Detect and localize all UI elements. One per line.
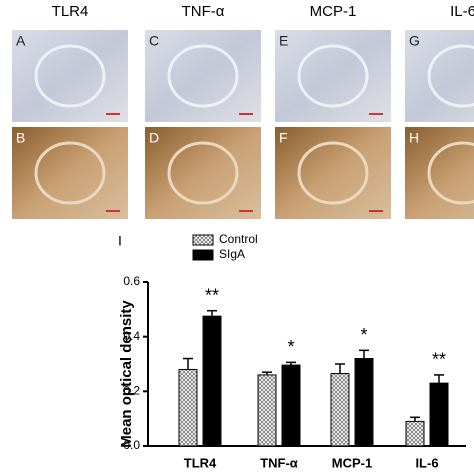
significance: **: [432, 350, 446, 370]
y-axis-label: Mean optical density: [118, 300, 135, 448]
bar: [202, 315, 222, 447]
glomerulus: [167, 141, 239, 205]
bar: [330, 373, 350, 447]
legend-swatch: [192, 249, 214, 261]
column-header: TLR4: [52, 3, 89, 20]
significance: *: [360, 325, 367, 345]
legend-label: SIgA: [219, 247, 245, 261]
column-header: TNF-α: [182, 3, 225, 20]
bar: [354, 358, 374, 447]
significance: *: [287, 337, 294, 357]
x-tick-label: TLR4: [184, 455, 217, 470]
panel-letter: G: [409, 33, 420, 49]
panel-label: I: [118, 233, 122, 249]
column-header: IL-6: [450, 3, 474, 20]
panel-letter: E: [279, 33, 288, 49]
panel-letter: D: [149, 130, 159, 146]
glomerulus: [34, 44, 106, 108]
y-tick-label: 0.6: [123, 274, 140, 288]
x-tick-label: TNF-α: [260, 455, 298, 470]
panel-letter: B: [16, 130, 25, 146]
y-tick-label: 0.4: [123, 329, 140, 343]
glomerulus: [297, 44, 369, 108]
x-tick-label: MCP-1: [332, 455, 372, 470]
glomerulus: [427, 141, 474, 205]
y-tick-label: 0.2: [123, 384, 140, 398]
panel-letter: C: [149, 33, 159, 49]
micrograph: [145, 127, 261, 219]
x-tick-label: IL-6: [415, 455, 438, 470]
bar: [429, 382, 449, 447]
bar: [405, 420, 425, 447]
bar: [281, 364, 301, 447]
significance: **: [205, 285, 219, 305]
y-tick-label: 0.0: [123, 438, 140, 452]
panel-letter: H: [409, 130, 419, 146]
micrograph: [12, 30, 128, 122]
column-header: MCP-1: [310, 3, 357, 20]
glomerulus: [34, 141, 106, 205]
glomerulus: [427, 44, 474, 108]
legend-label: Control: [219, 232, 258, 246]
glomerulus: [297, 141, 369, 205]
micrograph: [12, 127, 128, 219]
micrograph: [275, 127, 391, 219]
bar: [257, 374, 277, 447]
glomerulus: [167, 44, 239, 108]
micrograph: [145, 30, 261, 122]
panel-letter: A: [16, 33, 26, 49]
panel-letter: F: [279, 130, 288, 146]
bar: [178, 368, 198, 447]
micrograph: [275, 30, 391, 122]
legend-swatch: [192, 234, 214, 246]
